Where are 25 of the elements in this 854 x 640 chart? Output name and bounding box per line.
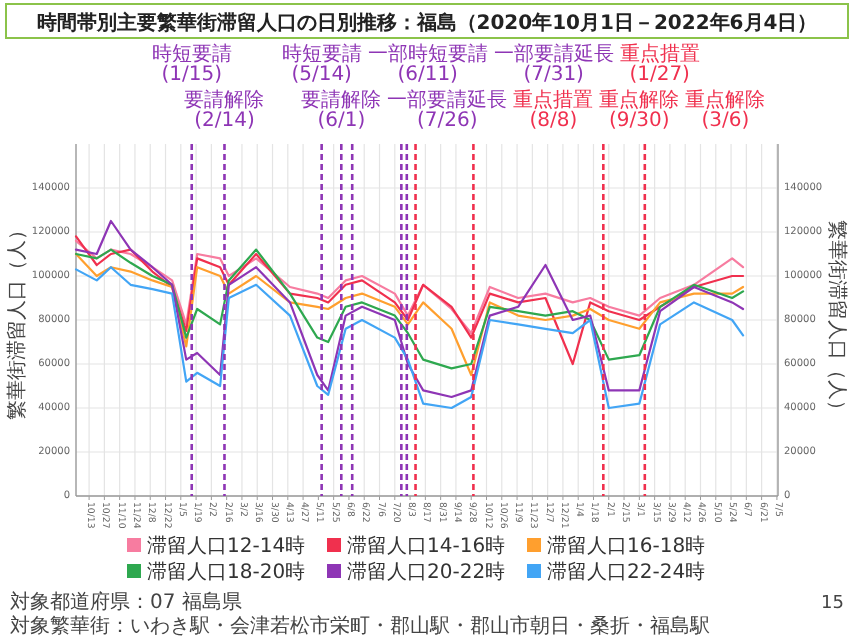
legend-label: 滞留人口12-14時: [147, 534, 306, 558]
text: 15: [821, 594, 844, 614]
ref-line-label: 重点措置 (1/27): [619, 42, 700, 86]
ref-line-label: 重点解除 (3/6): [685, 88, 766, 132]
ref-line-label: 要請解除 (6/1): [301, 88, 382, 132]
line-series: [74, 266, 745, 410]
y-axis-title: 繁華街滞留人口（人）: [5, 220, 29, 420]
ref-line-label: 一部時短要請 (6/11): [367, 42, 488, 86]
line-series: [74, 239, 745, 335]
ref-line-label: 時短要請 (1/15): [151, 42, 232, 86]
legend-label: 滞留人口22-24時: [547, 560, 706, 584]
ref-line-label: 要請解除 (2/14): [184, 88, 265, 132]
chart-title: 時間帯別主要繁華街滞留人口の日別推移：福島（2020年10月1日－2022年6月4日）: [36, 11, 818, 35]
legend-label: 滞留人口20-22時: [347, 560, 506, 584]
ref-line-label: 重点解除 (9/30): [599, 88, 680, 132]
ref-line-label: 一部要請延長 (7/31): [493, 42, 614, 86]
text: 対象繁華街：いわき駅・会津若松市栄町・郡山駅・郡山市朝日・桑折・福島駅: [10, 614, 710, 638]
legend-label: 滞留人口14-16時: [347, 534, 506, 558]
ref-line-label: 時短要請 (5/14): [281, 42, 362, 86]
y2-axis-title: 繁華街滞留人口（人）: [825, 220, 849, 420]
ref-line-label: 一部要請延長 (7/26): [387, 88, 508, 132]
ref-line-label: 重点措置 (8/8): [513, 88, 594, 132]
legend-label: 滞留人口16-18時: [547, 534, 706, 558]
text: 対象都道府県：07 福島県: [10, 590, 242, 614]
legend-label: 滞留人口18-20時: [147, 560, 306, 584]
